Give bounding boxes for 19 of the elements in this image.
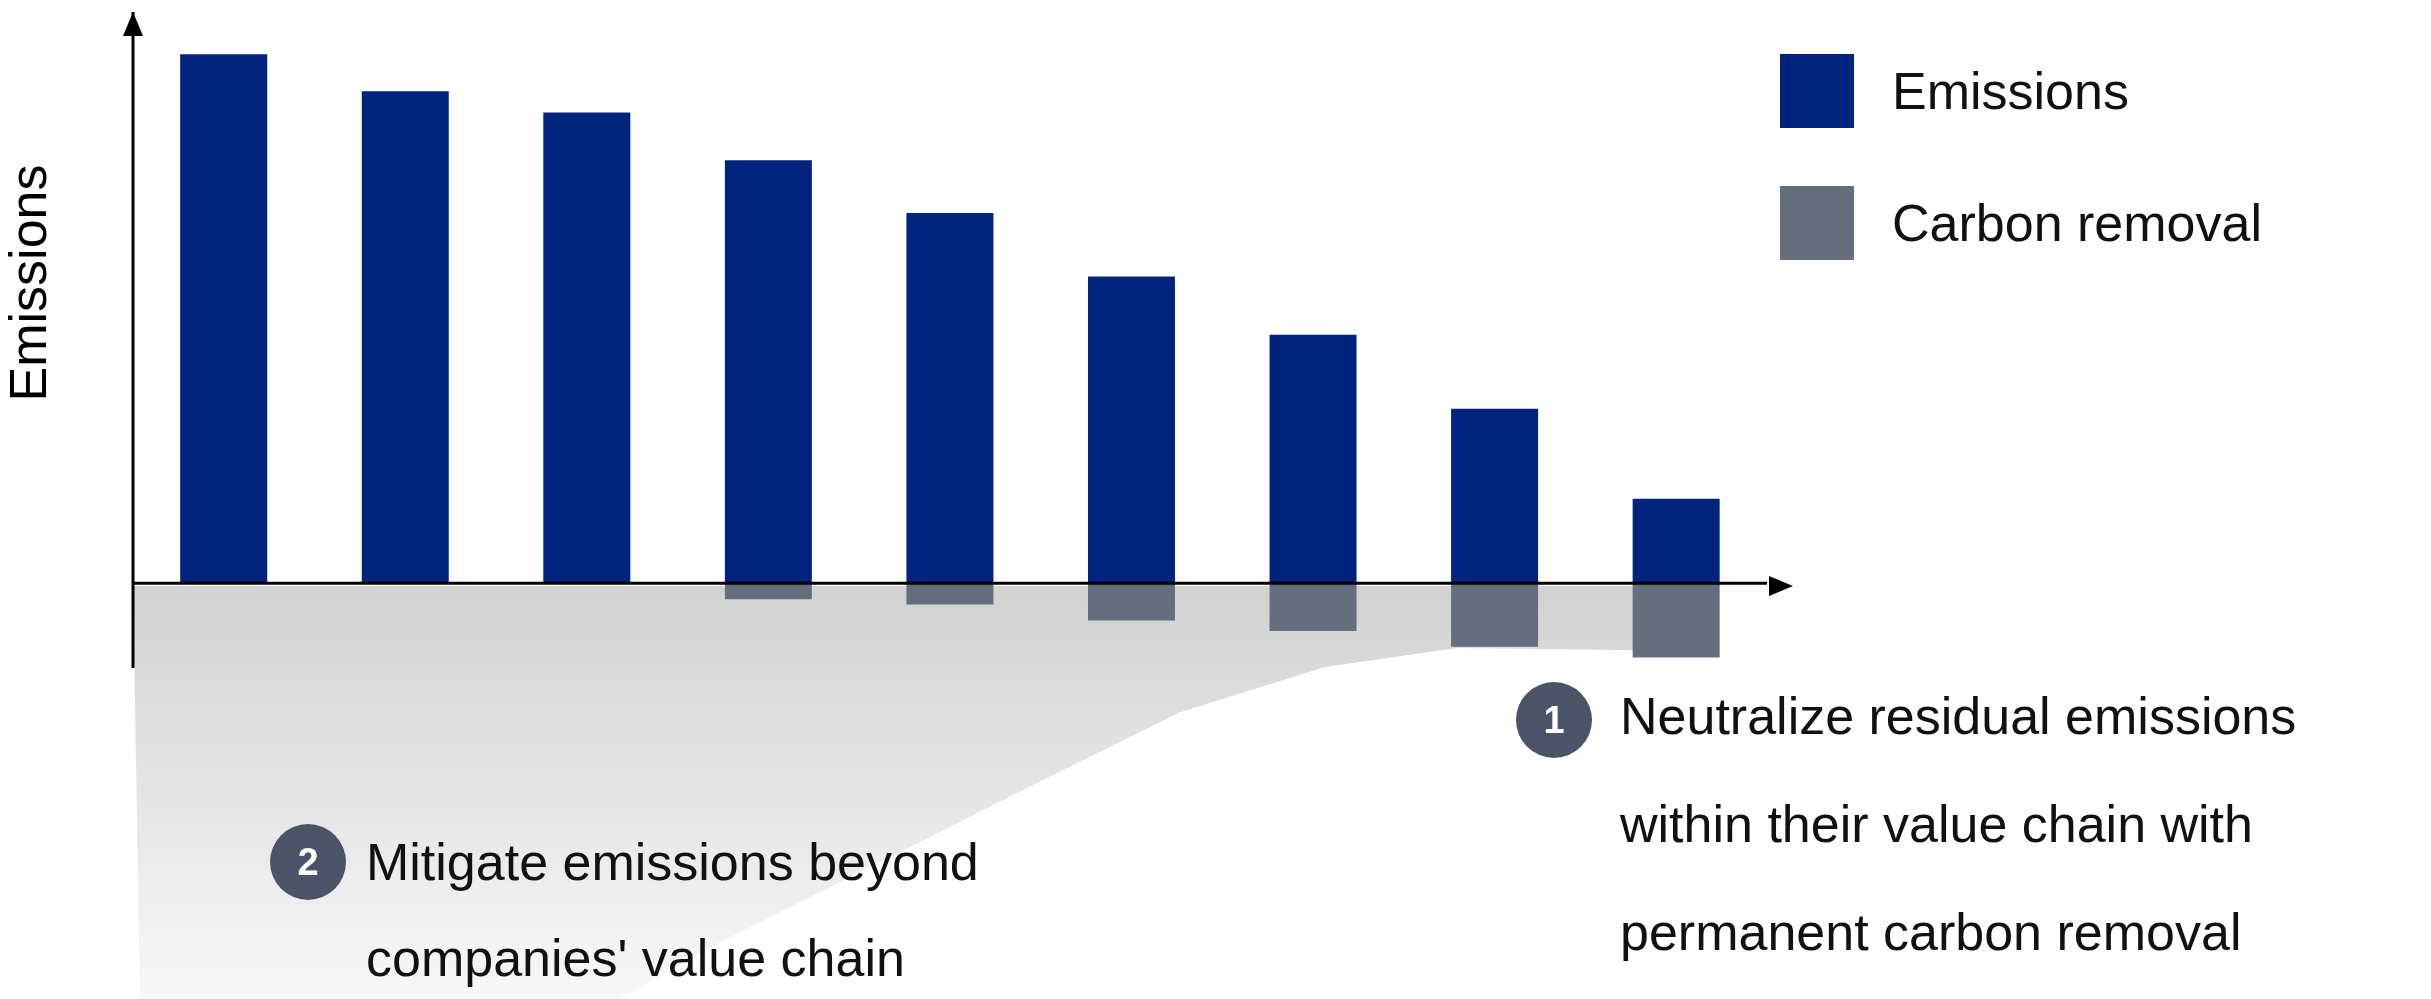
bar — [361, 91, 449, 584]
bar — [906, 213, 994, 584]
bar — [1269, 583, 1357, 631]
bar — [543, 112, 631, 584]
text: Mitigate emissions beyond companies' value chain — [366, 832, 980, 989]
bar — [1632, 498, 1720, 584]
bar — [1087, 583, 1175, 621]
bar — [724, 160, 812, 584]
bar — [906, 583, 994, 605]
bar — [1269, 334, 1357, 584]
y-axis-title: Emissions — [0, 164, 58, 402]
bar — [180, 54, 268, 584]
bar — [1632, 583, 1720, 658]
bar — [1451, 408, 1539, 584]
bar — [1451, 583, 1539, 647]
bar — [1087, 276, 1175, 584]
text: Neutralize residual emissions within their value chain with permanent carbon removal — [1620, 686, 2298, 963]
legend-label: Emissions — [1892, 61, 2129, 121]
legend-label: Carbon removal — [1892, 193, 2262, 253]
